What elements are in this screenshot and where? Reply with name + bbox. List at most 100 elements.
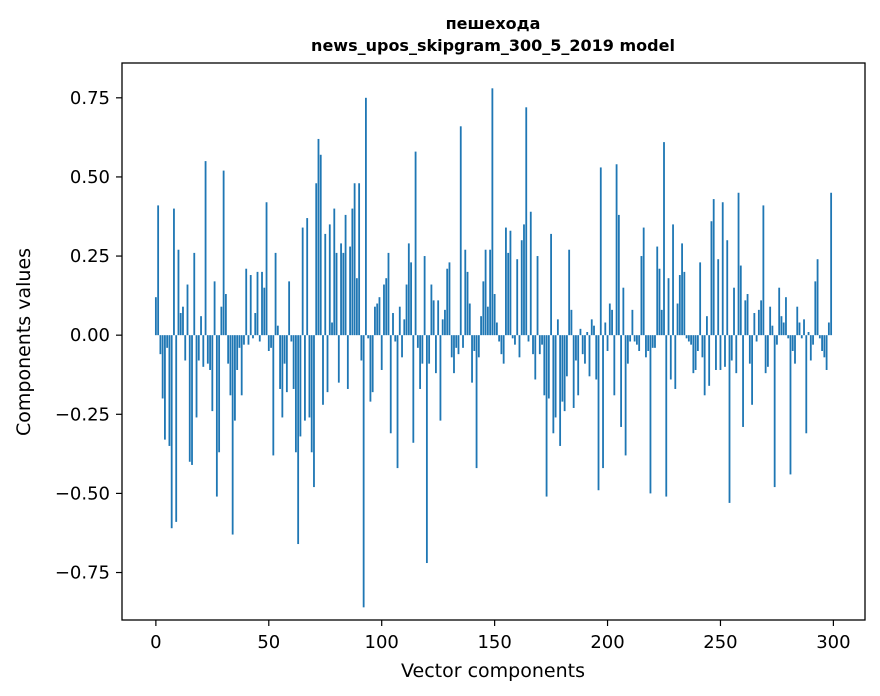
bar xyxy=(493,294,496,336)
bar xyxy=(450,335,453,358)
bar xyxy=(335,252,338,336)
bar xyxy=(699,262,702,336)
bar xyxy=(360,335,363,361)
bar xyxy=(184,335,187,361)
bar xyxy=(541,335,543,345)
bar xyxy=(446,268,449,336)
y-tick-label: 0.50 xyxy=(70,167,110,188)
bar xyxy=(694,335,697,370)
bar xyxy=(333,208,336,336)
bar xyxy=(299,335,302,437)
x-tick-label: 0 xyxy=(150,632,161,653)
bar xyxy=(746,294,749,336)
bar xyxy=(568,249,571,336)
bar xyxy=(267,335,270,351)
bar xyxy=(631,309,634,336)
x-tick-label: 150 xyxy=(477,632,511,653)
bar xyxy=(231,335,234,535)
bar xyxy=(272,335,275,456)
bar xyxy=(615,164,618,336)
bar xyxy=(701,335,704,358)
bar xyxy=(527,335,530,342)
bar xyxy=(584,335,586,364)
bar xyxy=(211,335,214,412)
bar xyxy=(620,335,622,427)
bar xyxy=(597,335,600,491)
bar xyxy=(500,335,503,355)
bar xyxy=(453,335,455,374)
bar xyxy=(724,335,726,367)
bar xyxy=(380,335,383,370)
bar xyxy=(170,335,173,529)
bar xyxy=(769,306,772,336)
bar xyxy=(507,252,510,336)
bar xyxy=(690,335,693,345)
bar xyxy=(213,281,216,336)
bar xyxy=(552,335,555,434)
bar xyxy=(818,335,821,339)
bar xyxy=(157,205,160,336)
bar xyxy=(355,278,358,336)
bar xyxy=(638,335,641,351)
bar xyxy=(353,183,356,336)
bar xyxy=(473,335,476,351)
bar xyxy=(518,335,521,358)
bar xyxy=(249,275,252,336)
x-tick-label: 50 xyxy=(257,632,280,653)
bar xyxy=(624,335,627,456)
bar xyxy=(809,335,812,361)
bar xyxy=(401,335,403,358)
bar xyxy=(581,335,584,355)
chart-title-line2: news_upos_skipgram_300_5_2019 model xyxy=(311,36,675,55)
bar xyxy=(428,335,431,364)
bar xyxy=(586,332,589,336)
bar xyxy=(263,287,266,336)
bar xyxy=(538,335,541,355)
bar xyxy=(794,335,796,364)
bar xyxy=(696,335,699,351)
bar xyxy=(816,259,819,336)
bar xyxy=(681,243,683,336)
bar xyxy=(425,335,428,564)
bar xyxy=(735,335,738,374)
bar xyxy=(647,335,650,351)
bar xyxy=(423,256,426,336)
bar xyxy=(570,309,573,336)
bar xyxy=(703,335,706,396)
bar xyxy=(457,335,460,355)
bar xyxy=(590,319,593,336)
bar xyxy=(588,335,591,377)
bar xyxy=(785,297,787,336)
bar xyxy=(617,214,620,336)
bar xyxy=(803,319,805,336)
bar xyxy=(748,335,751,364)
y-tick-label: 0.00 xyxy=(70,325,110,346)
bar xyxy=(629,335,632,342)
bar xyxy=(358,183,361,336)
bar xyxy=(787,335,790,339)
x-tick-label: 250 xyxy=(703,632,737,653)
bar xyxy=(304,335,306,421)
bar xyxy=(633,335,636,342)
bar xyxy=(398,306,401,336)
x-axis-label: Vector components xyxy=(401,660,585,682)
bar xyxy=(430,284,433,336)
bar xyxy=(751,335,753,405)
bar xyxy=(285,335,288,393)
bar xyxy=(721,202,724,336)
bar xyxy=(374,306,376,336)
bar xyxy=(608,303,611,336)
bar xyxy=(290,335,293,342)
bar xyxy=(392,313,394,336)
bar xyxy=(175,335,178,522)
bar xyxy=(719,335,722,370)
bar xyxy=(154,297,157,336)
bar xyxy=(665,335,668,497)
bar xyxy=(308,335,311,418)
bar xyxy=(313,335,315,488)
bar xyxy=(444,309,446,336)
bars-group xyxy=(154,88,833,608)
bar xyxy=(550,233,552,336)
bar xyxy=(685,335,688,339)
bar xyxy=(258,335,261,342)
